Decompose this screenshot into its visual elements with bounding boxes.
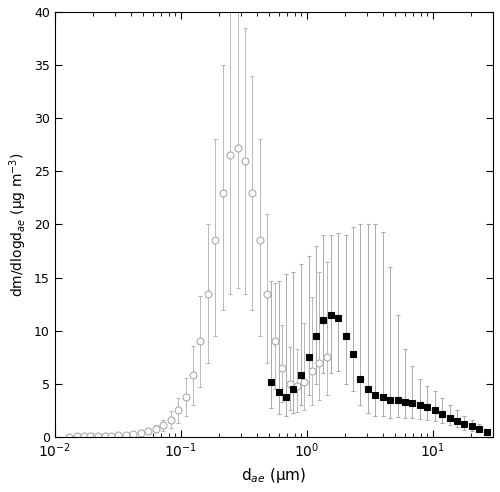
- Y-axis label: dm/dlogd$_{ae}$ (μg m$^{-3}$): dm/dlogd$_{ae}$ (μg m$^{-3}$): [7, 152, 28, 297]
- X-axis label: d$_{ae}$ (μm): d$_{ae}$ (μm): [242, 466, 306, 485]
